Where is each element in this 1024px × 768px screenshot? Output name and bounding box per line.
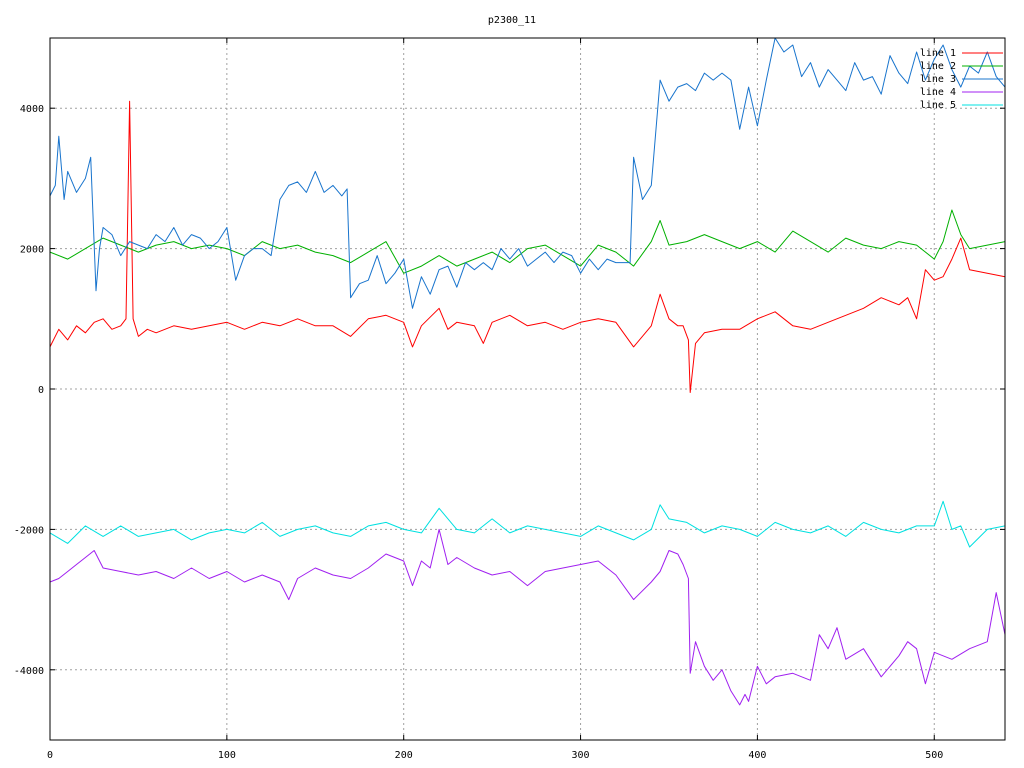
grid — [50, 38, 1005, 740]
x-tick-label: 300 — [572, 750, 590, 761]
legend-label: line 3 — [920, 74, 956, 85]
x-tick-label: 0 — [47, 750, 53, 761]
legend-label: line 1 — [920, 48, 956, 59]
series-line-2 — [49, 209, 1006, 274]
legend: line 1 line 2 line 3 line 4 line 5 — [920, 48, 1003, 111]
chart-title: p2300_11 — [488, 15, 536, 26]
legend-label: line 2 — [920, 61, 956, 72]
series-line-3 — [49, 37, 1006, 309]
y-tick-label: -2000 — [14, 525, 44, 536]
y-tick-label: 4000 — [20, 104, 44, 115]
x-tick-label: 500 — [925, 750, 943, 761]
y-tick-label: 0 — [38, 385, 44, 396]
axis-ticks: 0 100 200 300 400 500 -4000 -2000 0 2000 4000 — [14, 38, 1005, 761]
x-tick-label: 400 — [748, 750, 766, 761]
x-tick-label: 100 — [218, 750, 236, 761]
y-tick-label: 2000 — [20, 245, 44, 256]
series-line-1 — [49, 100, 1006, 393]
series-line-5 — [49, 500, 1006, 548]
x-tick-label: 200 — [395, 750, 413, 761]
series-lines — [49, 37, 1006, 706]
y-tick-label: -4000 — [14, 666, 44, 677]
series-line-4 — [49, 528, 1006, 706]
legend-label: line 5 — [920, 100, 956, 111]
legend-label: line 4 — [920, 87, 956, 98]
